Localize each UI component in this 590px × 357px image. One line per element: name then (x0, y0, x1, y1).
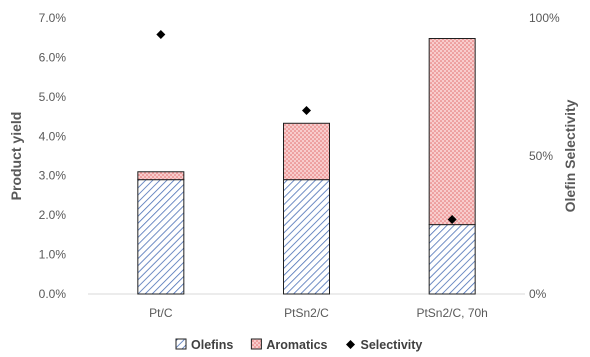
selectivity-marker (156, 30, 166, 40)
legend-label-aromatics: Aromatics (266, 338, 327, 352)
y-tick-label: 3.0% (39, 169, 67, 183)
x-tick-label: Pt/C (149, 306, 173, 320)
legend-swatch-selectivity (346, 340, 356, 349)
y-tick-label: 4.0% (39, 129, 67, 143)
bar-aromatics (137, 171, 185, 181)
bar-aromatics (283, 122, 330, 181)
y-tick-label: 7.0% (39, 11, 67, 25)
y-axis-right-title: Olefin Selectivity (562, 99, 578, 212)
x-tick-label: PtSn2/C, 70h (416, 306, 487, 320)
bar-olefins (137, 179, 185, 295)
bar-aromatics (428, 38, 476, 226)
bar-olefins (283, 179, 330, 295)
legend-label-olefins: Olefins (191, 338, 233, 352)
y-tick-label: 0.0% (39, 287, 67, 301)
selectivity-marker (302, 105, 311, 115)
y-tick-label: 6.0% (39, 50, 67, 64)
legend-swatch-aromatics (250, 338, 262, 350)
selectivity-marker (447, 214, 457, 224)
y-right-tick-label: 50% (529, 149, 553, 163)
selectivity-markers (156, 30, 457, 224)
y-tick-label: 2.0% (39, 208, 67, 222)
y-right-tick-label: 100% (529, 11, 560, 25)
y-tick-label: 5.0% (39, 90, 67, 104)
legend-label-selectivity: Selectivity (361, 338, 423, 352)
bars-group (137, 38, 476, 295)
x-tick-label: PtSn2/C (284, 306, 329, 320)
legend-swatch-olefins (175, 338, 187, 350)
y-axis-left-title: Product yield (8, 112, 24, 201)
y-axis-left-ticks: 0.0% 1.0% 2.0% 3.0% 4.0% 5.0% 6.0% 7.0% (39, 11, 67, 301)
x-axis-ticks: Pt/C PtSn2/C PtSn2/C, 70h (149, 306, 488, 320)
y-tick-label: 1.0% (39, 248, 67, 262)
y-axis-right-ticks: 0% 50% 100% (529, 11, 560, 301)
legend: Olefins Aromatics Selectivity (175, 338, 423, 352)
y-right-tick-label: 0% (529, 287, 547, 301)
bar-olefins (428, 224, 476, 295)
